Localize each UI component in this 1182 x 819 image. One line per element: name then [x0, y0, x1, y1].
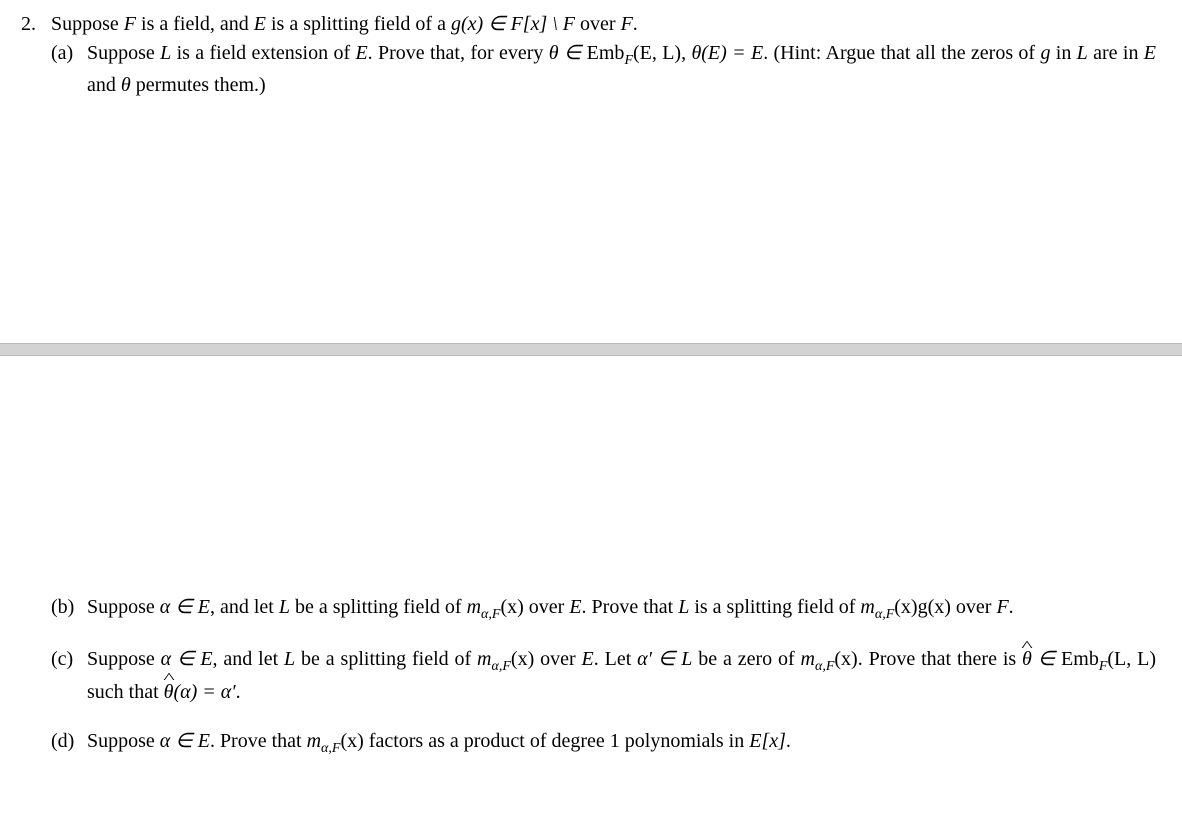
text: . Prove that: [210, 730, 307, 752]
stem-text: is a field, and: [136, 13, 254, 35]
text: Suppose: [87, 730, 160, 752]
problem-number: 2.: [21, 10, 51, 39]
text: . Let: [594, 648, 637, 670]
math-m: mα,F(x)g(x): [860, 596, 951, 618]
text: is a field extension of: [171, 42, 355, 64]
part-c-body: Suppose α ∈ E, and let L be a splitting …: [87, 645, 1156, 706]
text: .: [786, 730, 791, 752]
math-L: L: [160, 42, 171, 64]
problem-stem: Suppose F is a field, and E is a splitti…: [51, 10, 1156, 39]
text: is a splitting field of: [689, 596, 860, 618]
math-theta-hat: θ: [1022, 648, 1032, 670]
math-m: mα,F(x): [477, 648, 534, 670]
part-label: (b): [51, 593, 87, 625]
math-E: E: [582, 648, 594, 670]
math-L: L: [1077, 42, 1088, 64]
text: over: [534, 648, 581, 670]
text: . Prove that: [582, 596, 679, 618]
math-L: L: [678, 596, 689, 618]
part-d: (d) Suppose α ∈ E. Prove that mα,F(x) fa…: [51, 727, 1156, 759]
text: are in: [1088, 42, 1144, 64]
problem-2: 2. Suppose F is a field, and E is a spli…: [21, 10, 1156, 39]
text: be a zero of: [692, 648, 800, 670]
text: , and let: [210, 596, 279, 618]
stem-text: over: [575, 13, 621, 35]
math-Ex: E[x]: [749, 730, 786, 752]
text: factors as a product of degree 1 polynom…: [364, 730, 749, 752]
math-thetaE: θ(E) = E: [691, 42, 763, 64]
part-a: (a) Suppose L is a field extension of E.…: [51, 39, 1156, 100]
part-b-body: Suppose α ∈ E, and let L be a splitting …: [87, 593, 1156, 625]
text: ,: [681, 42, 691, 64]
text: be a splitting field of: [290, 596, 467, 618]
text: and: [87, 74, 121, 96]
page-divider: [0, 343, 1182, 356]
text: Suppose: [87, 596, 160, 618]
stem-text: Suppose: [51, 13, 124, 35]
text: Suppose: [87, 648, 161, 670]
part-label: (a): [51, 39, 87, 100]
math-E: E: [254, 13, 266, 35]
text: permutes them.): [131, 74, 266, 96]
part-a-body: Suppose L is a field extension of E. Pro…: [87, 39, 1156, 100]
math-emb: EmbF(L, L): [1061, 648, 1156, 670]
text: over: [524, 596, 570, 618]
math-in: ∈: [1032, 648, 1061, 670]
math-theta-alpha: (α) = α′: [173, 681, 235, 703]
math-F: F: [124, 13, 136, 35]
math-theta-hat: θ: [164, 681, 174, 703]
math-emb: EmbF(E, L): [587, 42, 681, 64]
part-b: (b) Suppose α ∈ E, and let L be a splitt…: [51, 593, 1156, 625]
part-label: (d): [51, 727, 87, 759]
text: .: [1009, 596, 1014, 618]
math-m: mα,F(x): [467, 596, 524, 618]
math-F: F: [996, 596, 1008, 618]
math-m: mα,F(x): [307, 730, 364, 752]
math-alpha-in-E: α ∈ E: [160, 596, 210, 618]
math-alpha-in-E: α ∈ E: [161, 648, 213, 670]
math-gx: g(x) ∈ F[x] \ F: [451, 13, 575, 35]
text: , and let: [213, 648, 285, 670]
math-F: F: [621, 13, 633, 35]
math-theta: θ ∈: [549, 42, 587, 64]
math-E: E: [1144, 42, 1156, 64]
part-c: (c) Suppose α ∈ E, and let L be a splitt…: [51, 645, 1156, 706]
top-content: 2. Suppose F is a field, and E is a spli…: [21, 10, 1156, 100]
math-L: L: [284, 648, 295, 670]
text: be a splitting field of: [295, 648, 477, 670]
math-E: E: [569, 596, 581, 618]
math-alpha-in-E: α ∈ E: [160, 730, 210, 752]
part-label: (c): [51, 645, 87, 706]
part-d-body: Suppose α ∈ E. Prove that mα,F(x) factor…: [87, 727, 1156, 759]
text: .: [236, 681, 241, 703]
math-L: L: [279, 596, 290, 618]
math-alpha-prime-in-L: α′ ∈ L: [637, 648, 692, 670]
text: . (Hint: Argue that all the zeros of: [763, 42, 1040, 64]
stem-text: .: [633, 13, 638, 35]
text: . Prove that, for every: [368, 42, 549, 64]
text: over: [951, 596, 997, 618]
stem-text: is a splitting field of a: [266, 13, 451, 35]
bottom-content: (b) Suppose α ∈ E, and let L be a splitt…: [21, 593, 1156, 759]
text: . Prove that there is: [858, 648, 1022, 670]
text: Suppose: [87, 42, 160, 64]
math-g: g: [1040, 42, 1050, 64]
math-theta: θ: [121, 74, 131, 96]
math-E: E: [355, 42, 367, 64]
text: such that: [87, 681, 164, 703]
text: in: [1050, 42, 1076, 64]
math-m: mα,F(x): [801, 648, 858, 670]
